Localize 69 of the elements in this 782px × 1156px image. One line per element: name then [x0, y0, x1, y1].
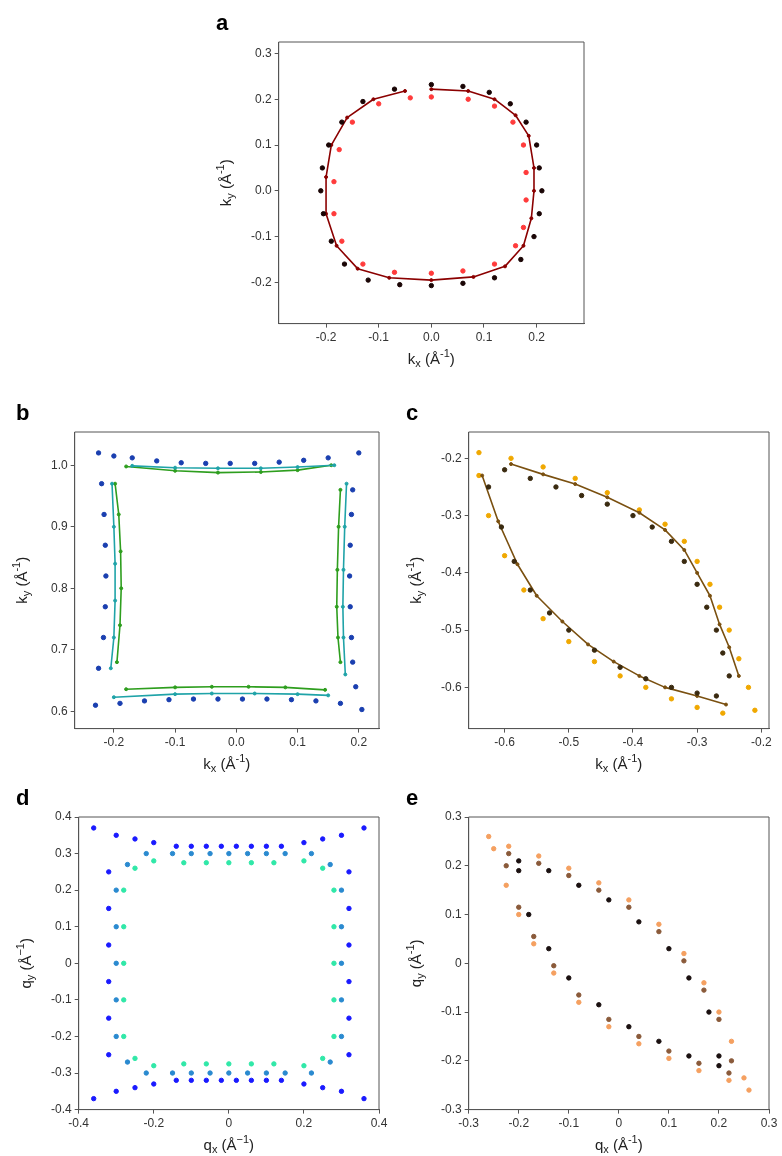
- x-tick-label: -0.1: [368, 330, 390, 345]
- y-tick-label: 0.6: [50, 703, 68, 718]
- y-tick-label: 0.2: [254, 91, 272, 106]
- y-tick-label: 0.1: [444, 906, 462, 921]
- y-tick-label: 0.1: [54, 919, 72, 934]
- x-tick-label: -0.2: [315, 330, 337, 345]
- x-tick-label: -0.2: [103, 735, 125, 750]
- x-tick-label: 0.3: [760, 1116, 778, 1131]
- y-tick-label: -0.3: [440, 1101, 462, 1116]
- y-tick-label: -0.2: [440, 1053, 462, 1068]
- y-tick-label: -0.1: [440, 1004, 462, 1019]
- y-axis-title: ky (Å-1): [10, 556, 33, 604]
- y-tick-label: 0.8: [50, 580, 68, 595]
- y-tick-label: -0.2: [250, 274, 272, 289]
- y-tick-label: -0.3: [440, 507, 462, 522]
- y-tick-label: -0.1: [250, 228, 272, 243]
- x-tick-label: 0.0: [227, 735, 245, 750]
- y-tick-label: -0.5: [440, 622, 462, 637]
- x-tick-label: -0.5: [558, 735, 580, 750]
- y-tick-label: -0.2: [50, 1028, 72, 1043]
- x-tick-label: 0: [615, 1116, 623, 1131]
- x-tick-label: 0.4: [370, 1116, 388, 1131]
- chart-title: b: [16, 400, 30, 426]
- x-tick-label: -0.2: [750, 735, 772, 750]
- x-tick-label: 0.2: [528, 330, 546, 345]
- x-tick-label: 0: [225, 1116, 233, 1131]
- x-tick-label: -0.3: [686, 735, 708, 750]
- x-tick-label: 0.1: [289, 735, 307, 750]
- x-tick-label: 0.1: [475, 330, 493, 345]
- y-tick-label: 0.2: [444, 858, 462, 873]
- y-tick-label: 0: [64, 955, 72, 970]
- y-tick-label: 0.1: [254, 137, 272, 152]
- x-tick-label: 0.0: [423, 330, 440, 345]
- x-tick-label: -0.1: [164, 735, 186, 750]
- x-tick-label: 0.2: [710, 1116, 728, 1131]
- x-tick-label: -0.2: [508, 1116, 530, 1131]
- x-tick-label: -0.1: [558, 1116, 580, 1131]
- y-tick-label: 1.0: [50, 457, 68, 472]
- y-axis-title: qy (Å-1): [404, 939, 427, 988]
- y-tick-label: -0.3: [50, 1065, 72, 1080]
- y-tick-label: -0.2: [440, 450, 462, 465]
- y-tick-label: -0.6: [440, 679, 462, 694]
- y-tick-label: 0.9: [50, 519, 68, 534]
- y-tick-label: 0: [454, 955, 462, 970]
- chart-title: a: [216, 10, 229, 36]
- x-tick-label: -0.4: [622, 735, 644, 750]
- x-tick-label: -0.3: [458, 1116, 480, 1131]
- y-tick-label: 0.0: [254, 183, 272, 198]
- y-axis-title: qy (Å−1): [14, 938, 37, 989]
- y-tick-label: 0.2: [54, 882, 72, 897]
- y-tick-label: 0.4: [54, 809, 72, 824]
- x-tick-label: 0.1: [660, 1116, 678, 1131]
- y-axis-title: ky (Å-1): [214, 159, 237, 207]
- y-tick-label: 0.3: [54, 845, 72, 860]
- x-tick-label: 0.2: [295, 1116, 313, 1131]
- y-tick-label: 0.7: [50, 642, 68, 657]
- x-tick-label: 0.2: [350, 735, 368, 750]
- y-axis-title: ky (Å-1): [404, 556, 427, 604]
- chart-title: e: [406, 785, 419, 811]
- y-tick-label: 0.3: [254, 45, 272, 60]
- y-tick-label: -0.4: [440, 565, 462, 580]
- x-tick-label: -0.6: [494, 735, 516, 750]
- y-tick-label: -0.1: [50, 992, 72, 1007]
- x-tick-label: -0.2: [143, 1116, 165, 1131]
- chart-title: c: [406, 400, 419, 426]
- x-tick-label: -0.4: [68, 1116, 90, 1131]
- chart-title: d: [16, 785, 30, 811]
- y-tick-label: -0.4: [50, 1101, 72, 1116]
- y-tick-label: 0.3: [444, 809, 462, 824]
